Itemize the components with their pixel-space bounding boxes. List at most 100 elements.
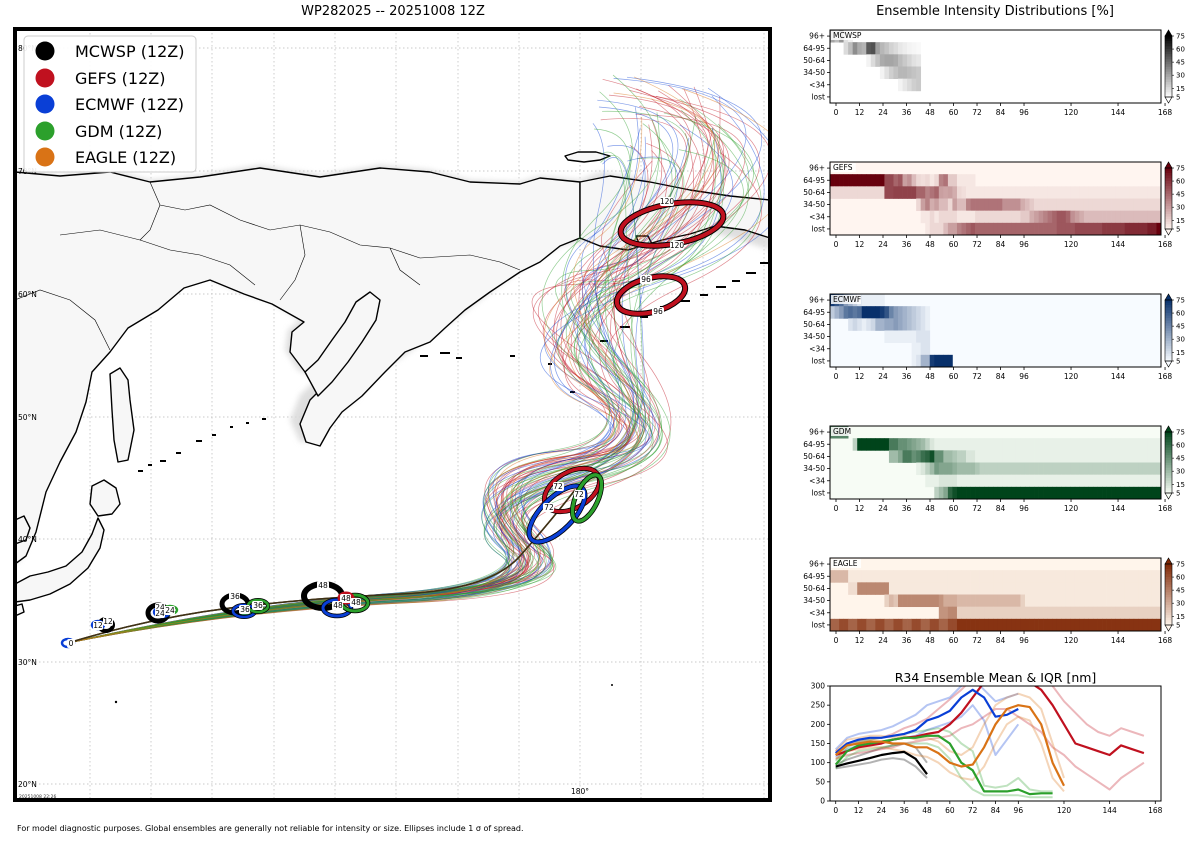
heatmap-cell: [1124, 486, 1130, 500]
ellipse-label: 96: [641, 275, 651, 284]
colorbar-segment: [1165, 472, 1172, 476]
heatmap-x-label: 0: [834, 636, 839, 645]
heatmap-cell: [834, 186, 840, 199]
heatmap-cell: [866, 54, 872, 67]
heatmap-cell: [861, 570, 867, 583]
heatmap-cell: [888, 174, 894, 187]
colorbar-tick-label: 45: [1176, 455, 1185, 463]
heatmap-cell: [1079, 570, 1085, 583]
heatmap-cell: [1115, 198, 1121, 212]
colorbar-segment: [1165, 180, 1172, 184]
heatmap-cell: [852, 186, 858, 199]
hokkaido: [89, 479, 121, 517]
heatmap-cell: [975, 474, 980, 488]
heatmap-cell: [988, 486, 994, 500]
map-legend: MCWSP (12Z) GEFS (12Z) ECMWF (12Z) GDM (…: [23, 35, 197, 173]
heatmap-cell: [956, 186, 962, 199]
heatmap-cell: [1011, 210, 1017, 224]
heatmap-cell: [1088, 570, 1094, 583]
heatmap-cell: [925, 174, 931, 187]
heatmap-cell: [1061, 186, 1067, 199]
heatmap-cell: [1029, 222, 1035, 236]
colorbar-segment: [1165, 584, 1172, 588]
heatmap-cell: [956, 462, 962, 476]
heatmap-cell: [934, 618, 940, 632]
heatmap-x-label: 144: [1111, 636, 1126, 645]
heatmap-cell: [1052, 474, 1058, 488]
colorbar-tick-label: 45: [1176, 323, 1185, 331]
colorbar-segment: [1165, 188, 1172, 192]
heatmap-cell: [1002, 606, 1008, 620]
colorbar-tick-label: 15: [1176, 349, 1185, 357]
heatmap-cell: [1006, 606, 1012, 620]
heatmap-cell: [916, 186, 922, 199]
heatmap-cell: [1015, 462, 1021, 476]
heatmap-cell: [1138, 570, 1144, 583]
heatmap-cell: [952, 582, 958, 595]
heatmap-cell: [1024, 198, 1030, 212]
heatmap-cell: [1151, 618, 1157, 632]
ellipse-label: 48: [318, 581, 328, 590]
heatmap-cell: [956, 606, 962, 620]
heatmap-cell: [988, 570, 994, 583]
heatmap-cell: [902, 438, 908, 451]
heatmap-cell: [898, 186, 903, 199]
heatmap-cell: [984, 474, 990, 488]
heatmap-cell: [1034, 618, 1039, 632]
heatmap-cell: [934, 186, 940, 199]
heatmap-cell: [961, 462, 967, 476]
heatmap-x-label: 0: [834, 240, 839, 249]
heatmap-cell: [902, 330, 908, 344]
heatmap-cell: [911, 330, 917, 344]
heatmap-cell: [1106, 186, 1112, 199]
heatmap-cell: [1088, 606, 1094, 620]
heatmap-cell: [1024, 594, 1030, 608]
heatmap-cell: [1102, 618, 1107, 632]
heatmap-cell: [1002, 570, 1008, 583]
heatmap-cell: [1052, 606, 1058, 620]
heatmap-cell: [888, 186, 894, 199]
heatmap-cell: [875, 186, 881, 199]
heatmap-cell: [1065, 210, 1071, 224]
heatmap-cell: [956, 486, 962, 500]
colorbar-segment: [1165, 86, 1172, 90]
heatmap-cell: [1106, 474, 1112, 488]
r34-y-label: 100: [811, 758, 826, 767]
heatmap-title-box: [831, 295, 861, 304]
heatmap-cell: [830, 306, 835, 319]
heatmap-cell: [870, 570, 876, 583]
heatmap-cell: [1079, 198, 1085, 212]
heatmap-cell: [1142, 186, 1148, 199]
heatmap-x-label: 84: [996, 372, 1006, 381]
heatmap-x-label: 48: [925, 636, 935, 645]
heatmap-cell: [884, 318, 890, 331]
heatmap-cell: [1083, 186, 1089, 199]
heatmap-cell: [920, 306, 926, 319]
colorbar-segment: [1165, 487, 1172, 491]
heatmap-cell: [1061, 570, 1067, 583]
colorbar-tick-label: 30: [1176, 72, 1185, 80]
heatmap-cell: [1006, 618, 1012, 632]
heatmap-cell: [1020, 450, 1026, 463]
colorbar-segment: [1165, 201, 1172, 204]
heatmap-cell: [1015, 594, 1021, 608]
heatmap-cell: [1151, 594, 1157, 608]
heatmap-cell: [975, 582, 980, 595]
heatmap-cell: [879, 318, 885, 331]
heatmap-cell: [1029, 606, 1035, 620]
r34-line-eagle-iqr-low: [835, 715, 1065, 793]
heatmap-cell: [916, 174, 922, 187]
heatmap-cell: [888, 42, 894, 55]
colorbar-segment: [1165, 622, 1172, 626]
heatmap-cell: [1061, 198, 1067, 212]
heatmap-cell: [916, 342, 922, 356]
heatmap-cell: [970, 186, 976, 199]
colorbar-segment: [1165, 46, 1172, 50]
heatmap-x-label: 24: [878, 372, 888, 381]
heatmap-cell: [1079, 438, 1085, 451]
heatmap-cell: [938, 474, 944, 488]
heatmap-cell: [1043, 486, 1048, 500]
heatmap-cell: [943, 186, 949, 199]
heatmap-cell: [893, 438, 899, 451]
heatmap-cell: [1024, 582, 1030, 595]
